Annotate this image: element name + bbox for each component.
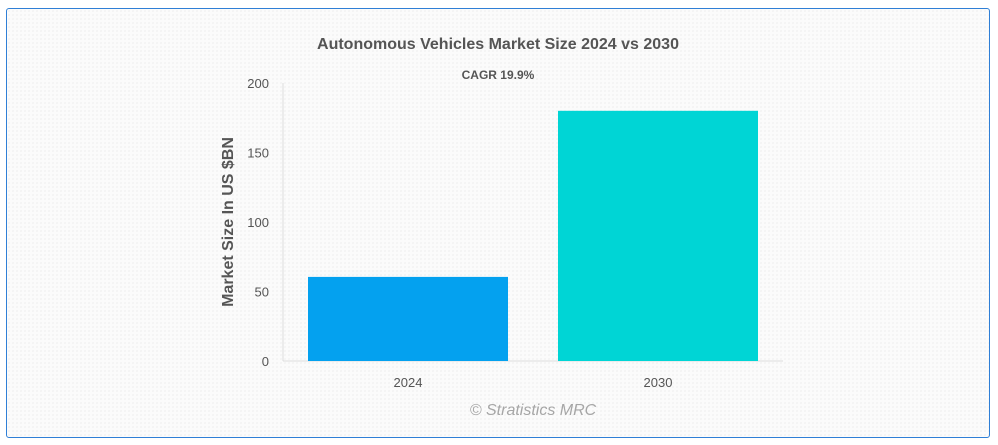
bars xyxy=(308,110,758,361)
bar-2024[interactable] xyxy=(308,276,508,361)
x-tick-label: 2024 xyxy=(394,375,423,390)
y-tick-label: 50 xyxy=(255,285,269,300)
chart-title: Autonomous Vehicles Market Size 2024 vs … xyxy=(317,36,679,53)
x-ticks: 2024 2030 xyxy=(394,375,673,390)
chart-frame xyxy=(6,8,990,438)
y-tick-label: 0 xyxy=(262,354,269,369)
y-tick-label: 150 xyxy=(247,146,269,161)
bar-2030[interactable] xyxy=(558,110,758,361)
x-tick-label: 2030 xyxy=(644,375,673,390)
y-tick-label: 100 xyxy=(247,215,269,230)
y-axis-label: Market Size In US $BN xyxy=(220,137,237,307)
watermark: © Stratistics MRC xyxy=(470,402,597,419)
y-ticks: 0 50 100 150 200 xyxy=(247,76,269,369)
chart-subtitle: CAGR 19.9% xyxy=(462,68,535,82)
y-tick-label: 200 xyxy=(247,76,269,91)
